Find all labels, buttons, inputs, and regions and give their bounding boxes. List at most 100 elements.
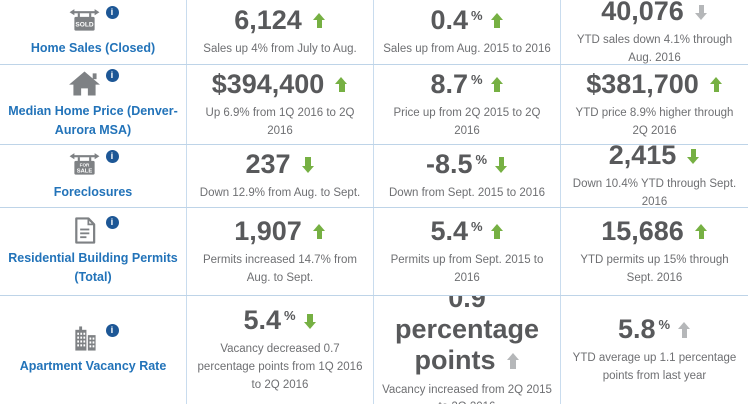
metric-cell: i Residential Building Permits (Total) <box>0 208 187 295</box>
trend-arrow <box>678 322 691 338</box>
stat-number: 237 <box>245 148 291 179</box>
stat-value: 0.9 percentage points <box>382 296 552 377</box>
stats-row: i Apartment Vacancy Rate 5.4% Vacancy de… <box>0 295 748 404</box>
metric-cell: i Median Home Price (Denver-Aurora MSA) <box>0 65 187 144</box>
stat-cell: $394,400 Up 6.9% from 1Q 2016 to 2Q 2016 <box>187 65 374 144</box>
stat-unit: % <box>658 317 671 333</box>
stat-cell: 6,124 Sales up 4% from July to Aug. <box>187 0 374 64</box>
stat-description: Down from Sept. 2015 to 2016 <box>389 187 545 200</box>
stat-unit: % <box>475 151 488 167</box>
trend-arrow <box>506 353 520 369</box>
stat-description: Down 12.9% from Aug. to Sept. <box>199 187 361 200</box>
stat-cell: $381,700 YTD price 8.9% higher through 2… <box>561 65 748 144</box>
metric-label: Residential Building Permits (Total) <box>8 250 178 284</box>
svg-text:SALE: SALE <box>76 168 92 174</box>
stat-value: $381,700 <box>586 69 723 100</box>
trend-arrow <box>335 76 348 93</box>
trend-arrow <box>303 313 317 330</box>
trend-arrow <box>694 223 708 240</box>
info-icon[interactable]: i <box>105 149 119 163</box>
stat-cell: 5.8% YTD average up 1.1 percentage point… <box>561 296 748 404</box>
metric-label: Median Home Price (Denver-Aurora MSA) <box>8 103 178 137</box>
stat-value: 237 <box>245 149 314 180</box>
stat-unit: % <box>470 71 483 87</box>
info-icon[interactable]: i <box>105 5 119 19</box>
stats-row: i Residential Building Permits (Total) 1… <box>0 207 748 295</box>
stat-cell: 40,076 YTD sales down 4.1% through Aug. … <box>561 0 748 64</box>
stat-unit: % <box>470 218 483 234</box>
stat-description: YTD average up 1.1 percentage points fro… <box>572 352 737 383</box>
stat-description: Permits increased 14.7% from Aug. to Sep… <box>202 253 358 284</box>
stat-cell: 5.4% Vacancy decreased 0.7 percentage po… <box>187 296 374 404</box>
house-icon <box>68 71 100 96</box>
stat-description: Permits up from Sept. 2015 to 2016 <box>390 253 544 284</box>
stat-value: $394,400 <box>212 69 349 100</box>
stat-number: 8.7 <box>430 68 468 99</box>
info-icon[interactable]: i <box>105 323 119 337</box>
trend-arrow <box>312 12 326 29</box>
metric-label: Apartment Vacancy Rate <box>19 358 167 373</box>
stat-description: YTD sales down 4.1% through Aug. 2016 <box>576 34 733 64</box>
stats-row: i Median Home Price (Denver-Aurora MSA) … <box>0 64 748 144</box>
metric-cell: i Apartment Vacancy Rate <box>0 296 187 404</box>
info-icon[interactable]: i <box>105 215 119 229</box>
document-icon <box>74 217 95 244</box>
stat-number: 15,686 <box>601 215 684 246</box>
stat-cell: 0.4% Sales up from Aug. 2015 to 2016 <box>374 0 561 64</box>
stat-number: 2,415 <box>608 145 677 171</box>
stats-row: SOLD i Home Sales (Closed) 6,124 Sales u… <box>0 0 748 64</box>
stat-value: 2,415 <box>609 145 701 171</box>
sold-sign-icon: SOLD <box>69 8 99 31</box>
trend-arrow <box>495 157 508 173</box>
metric-icon-row: i <box>68 215 119 244</box>
stat-value: 0.4% <box>430 5 503 36</box>
metric-label: Home Sales (Closed) <box>30 40 156 55</box>
stat-cell: 237 Down 12.9% from Aug. to Sept. <box>187 145 374 207</box>
stat-value: 5.8% <box>618 314 691 345</box>
stat-unit: % <box>283 308 296 324</box>
stat-value: 8.7% <box>430 69 503 100</box>
stat-cell: 8.7% Price up from 2Q 2015 to 2Q 2016 <box>374 65 561 144</box>
trend-arrow <box>490 12 504 29</box>
stat-number: $381,700 <box>586 68 699 99</box>
metric-icon-row: FOR SALE i <box>68 149 119 178</box>
stat-number: 6,124 <box>234 4 302 35</box>
trend-arrow <box>709 76 723 93</box>
stat-description: YTD price 8.9% higher through 2Q 2016 <box>575 106 734 137</box>
svg-text:SOLD: SOLD <box>75 21 93 28</box>
apartment-buildings-icon <box>74 326 96 351</box>
stat-number: 40,076 <box>601 0 684 27</box>
metric-cell: SOLD i Home Sales (Closed) <box>0 0 187 64</box>
stat-number: 0.9 percentage points <box>394 296 540 376</box>
stat-description: Price up from 2Q 2015 to 2Q 2016 <box>393 106 541 137</box>
stat-number: 0.4 <box>430 4 468 35</box>
for-sale-sign-icon: FOR SALE <box>69 152 99 175</box>
stat-description: Sales up from Aug. 2015 to 2016 <box>383 43 551 56</box>
stat-cell: 15,686 YTD permits up 15% through Sept. … <box>561 208 748 295</box>
trend-arrow <box>312 223 326 240</box>
svg-text:FOR: FOR <box>79 162 89 167</box>
metric-icon-row: i <box>68 323 119 352</box>
stat-description: Down 10.4% YTD through Sept. 2016 <box>572 178 737 207</box>
stat-number: 5.8 <box>617 314 656 345</box>
trend-arrow <box>687 148 700 165</box>
stat-cell: -8.5% Down from Sept. 2015 to 2016 <box>374 145 561 207</box>
stat-value: 15,686 <box>601 216 708 247</box>
metric-label: Foreclosures <box>53 184 133 199</box>
stat-number: 5.4 <box>243 305 281 336</box>
stat-description: Sales up 4% from July to Aug. <box>203 43 357 56</box>
trend-arrow <box>301 157 315 173</box>
stat-cell: 5.4% Permits up from Sept. 2015 to 2016 <box>374 208 561 295</box>
stat-number: 5.4 <box>430 215 468 246</box>
metric-cell: FOR SALE i Foreclosures <box>0 145 187 207</box>
stat-number: $394,400 <box>211 68 325 99</box>
stat-number: -8.5 <box>425 148 473 179</box>
stat-cell: 2,415 Down 10.4% YTD through Sept. 2016 <box>561 145 748 207</box>
stat-number: 1,907 <box>234 215 302 246</box>
metric-icon-row: i <box>68 68 119 97</box>
stat-value: 5.4% <box>243 305 316 336</box>
info-icon[interactable]: i <box>105 68 119 82</box>
stat-value: 1,907 <box>234 216 326 247</box>
stat-cell: 1,907 Permits increased 14.7% from Aug. … <box>187 208 374 295</box>
